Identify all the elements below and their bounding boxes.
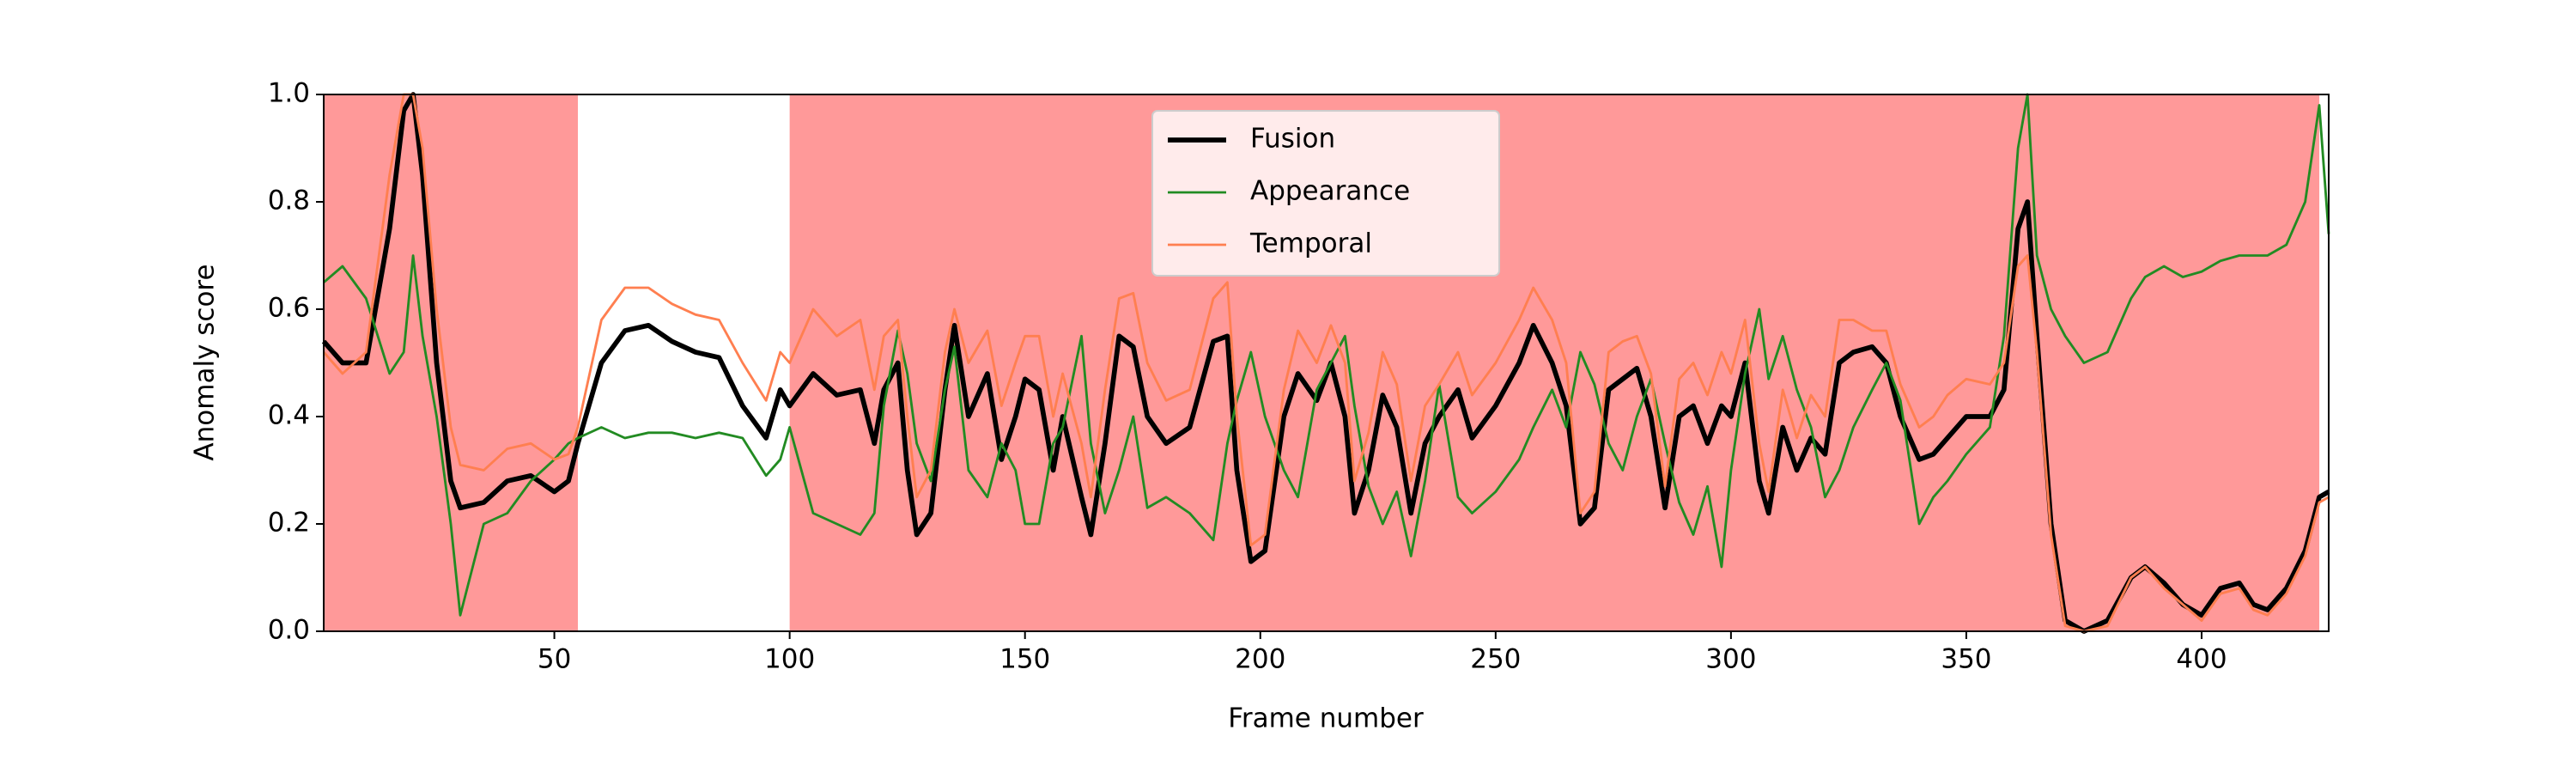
x-axis-label: Frame number bbox=[1228, 703, 1424, 734]
series-line bbox=[321, 92, 2330, 634]
y-tick-label: 0.2 bbox=[268, 508, 310, 539]
x-tick-label: 250 bbox=[1470, 644, 1521, 675]
x-tick-label: 50 bbox=[538, 644, 571, 675]
series-line bbox=[323, 93, 2330, 617]
legend: Fusion Appearance Temporal bbox=[1151, 110, 1500, 277]
plot-frame bbox=[323, 94, 2330, 632]
y-axis-label: Anomaly score bbox=[190, 264, 221, 460]
y-tick-label: 0.4 bbox=[268, 400, 310, 431]
y-tick-label: 0.8 bbox=[268, 186, 310, 216]
x-tick-label: 300 bbox=[1705, 644, 1756, 675]
legend-label: Appearance bbox=[1250, 176, 1410, 207]
series-line bbox=[322, 93, 2330, 633]
y-tick-label: 1.0 bbox=[268, 78, 310, 109]
legend-label: Temporal bbox=[1249, 228, 1372, 259]
y-tick-label: 0.6 bbox=[268, 293, 310, 324]
x-tick-label: 350 bbox=[1941, 644, 1991, 675]
y-tick-label: 0.0 bbox=[268, 615, 310, 646]
x-tick-label: 400 bbox=[2176, 644, 2227, 675]
axes: 50 100 150 200 250 300 350 400 0.0 0.2 0.4 0.6 0.8 1.… bbox=[268, 78, 2227, 675]
x-tick-label: 150 bbox=[999, 644, 1050, 675]
x-tick-label: 200 bbox=[1235, 644, 1285, 675]
x-tick-label: 100 bbox=[764, 644, 815, 675]
legend-label: Fusion bbox=[1250, 124, 1335, 155]
lines bbox=[321, 92, 2330, 634]
legend-box bbox=[1151, 110, 1500, 277]
